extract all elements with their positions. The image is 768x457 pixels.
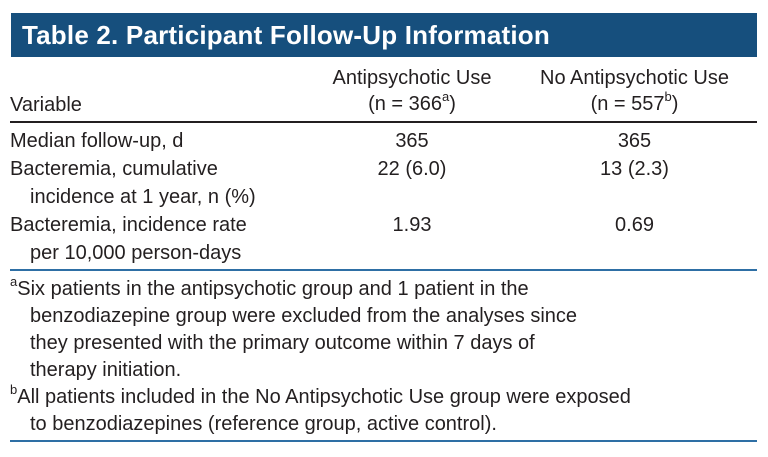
n-suffix: ) (449, 93, 456, 115)
column-header-antipsychotic-n: (n = 366a) (312, 89, 512, 117)
row-label: Median follow-up, d (10, 127, 312, 155)
footnote-b: bAll patients included in the No Antipsy… (10, 382, 757, 438)
footnote-ref-a: a (442, 89, 450, 105)
footnote-line: they presented with the primary outcome … (30, 332, 535, 354)
table-body: Median follow-up, d 365 365 Bacteremia, … (10, 127, 757, 267)
n-prefix: (n = 557 (590, 93, 665, 115)
row-label-line2: incidence at 1 year, n (%) (30, 186, 256, 208)
row-label-line1: Bacteremia, incidence rate (10, 214, 247, 236)
cell-no-antipsychotic-value: 0.69 (615, 214, 654, 236)
cell-antipsychotic-value: 1.93 (392, 214, 432, 236)
footnotes: aSix patients in the antipsychotic group… (10, 274, 757, 438)
footnote-divider-rule (10, 269, 757, 271)
row-label: Bacteremia, incidence rate per 10,000 pe… (10, 211, 312, 267)
footnote-marker-b: b (10, 382, 18, 398)
column-header-no-antipsychotic-n: (n = 557b) (512, 89, 757, 117)
footnote-line: aSix patients in the antipsychotic group… (10, 274, 757, 303)
footnote-line: therapy initiation. (30, 359, 182, 381)
footnote-line: benzodiazepine group were excluded from … (30, 305, 578, 327)
n-suffix: ) (671, 93, 679, 115)
row-label: Bacteremia, cumulative incidence at 1 ye… (10, 155, 312, 211)
column-header-antipsychotic-name: Antipsychotic Use (332, 67, 492, 89)
footnote-text: All patients included in the No Antipsyc… (17, 386, 631, 408)
column-header-antipsychotic: Antipsychotic Use (n = 366a) (312, 65, 512, 121)
table-row-bacteremia-cumulative: Bacteremia, cumulative incidence at 1 ye… (10, 155, 757, 211)
cell-antipsychotic-value: 22 (6.0) (377, 158, 447, 180)
footnote-text: Six patients in the antipsychotic group … (17, 278, 529, 300)
bottom-rule (10, 440, 757, 442)
n-prefix: (n = 366 (368, 93, 443, 115)
column-header-no-antipsychotic: No Antipsychotic Use (n = 557b) (512, 65, 757, 121)
table-title: Table 2. Participant Follow-Up Informati… (22, 19, 550, 50)
footnote-marker-a: a (10, 274, 18, 290)
cell-antipsychotic-value: 365 (395, 130, 429, 152)
table-header-row: Variable Antipsychotic Use (n = 366a) No… (10, 58, 757, 121)
column-header-variable: Variable (10, 94, 82, 116)
cell-no-antipsychotic-value: 365 (617, 130, 652, 152)
row-label-line1: Median follow-up, d (10, 130, 184, 152)
row-label-line1: Bacteremia, cumulative (10, 158, 218, 180)
table-row-median-follow-up: Median follow-up, d 365 365 (10, 127, 757, 155)
footnote-line: bAll patients included in the No Antipsy… (10, 382, 757, 411)
table-title-bar: Table 2. Participant Follow-Up Informati… (11, 13, 757, 57)
footnote-line: to benzodiazepines (reference group, act… (30, 413, 497, 435)
cell-no-antipsychotic-value: 13 (2.3) (600, 158, 669, 180)
row-label-line2: per 10,000 person-days (30, 242, 242, 264)
column-header-no-antipsychotic-name: No Antipsychotic Use (540, 67, 729, 89)
footnote-ref-b: b (664, 89, 672, 105)
table-row-bacteremia-incidence-rate: Bacteremia, incidence rate per 10,000 pe… (10, 211, 757, 267)
footnote-a: aSix patients in the antipsychotic group… (10, 274, 757, 384)
header-divider-rule (10, 121, 757, 123)
